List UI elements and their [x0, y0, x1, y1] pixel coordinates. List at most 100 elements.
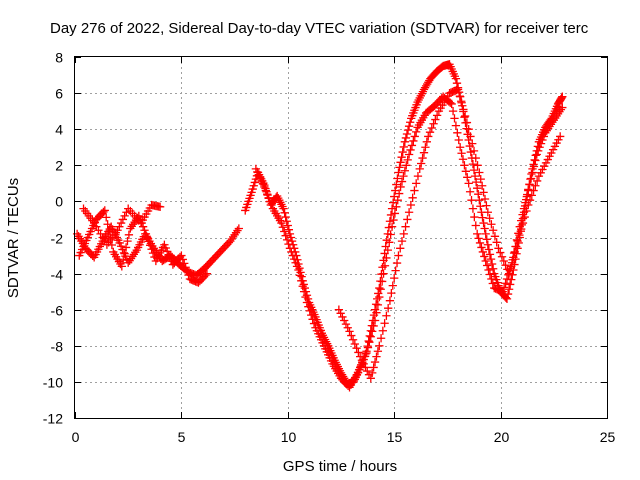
data-point: [123, 236, 132, 246]
data-point: [366, 332, 375, 341]
data-point: [534, 171, 544, 181]
data-point: [460, 113, 469, 122]
data-point: [481, 256, 490, 266]
data-point: [400, 166, 409, 175]
y-tick-labels: -12 -10 -8 -6 -4 -2 0 2 4 6 8: [43, 50, 63, 427]
data-point: [370, 357, 380, 367]
data-point: [507, 258, 517, 267]
x-tick-label: 15: [387, 429, 403, 445]
plot-frame: [74, 56, 608, 419]
data-point: [257, 176, 266, 186]
data-point: [245, 194, 254, 203]
data-point: [471, 177, 481, 187]
x-tick-labels: 0 5 10 15 20 25: [72, 429, 616, 445]
data-point: [547, 148, 556, 158]
data-point: [278, 223, 287, 232]
data-point: [522, 192, 531, 201]
data-point: [535, 143, 544, 152]
data-point: [99, 207, 108, 217]
data-point: [120, 211, 129, 220]
data-point: [82, 236, 91, 245]
data-point: [455, 91, 464, 101]
data-point: [295, 271, 305, 280]
data-point: [304, 302, 313, 311]
data-point: [487, 274, 496, 284]
data-point: [550, 142, 560, 151]
data-point: [290, 255, 299, 264]
data-point: [243, 200, 252, 209]
data-point: [532, 176, 542, 186]
data-point: [483, 240, 492, 249]
data-marks: [72, 60, 567, 392]
data-point: [503, 265, 512, 274]
data-point: [396, 158, 405, 167]
data-point: [86, 227, 95, 236]
data-point: [370, 305, 380, 314]
data-point: [365, 338, 374, 347]
data-point: [475, 196, 484, 205]
data-point: [161, 243, 170, 253]
y-tick-label: -6: [51, 303, 64, 319]
data-point: [103, 220, 112, 229]
data-point: [536, 168, 545, 177]
data-point: [389, 215, 398, 225]
data-point: [309, 319, 319, 328]
data-point: [532, 150, 541, 159]
data-point: [242, 203, 251, 212]
data-point: [264, 193, 273, 202]
data-point: [102, 213, 111, 222]
series-track-3: [79, 200, 165, 249]
data-point: [251, 164, 261, 174]
data-point: [394, 251, 403, 260]
data-point: [253, 167, 262, 177]
data-point: [287, 247, 296, 257]
data-point: [378, 326, 388, 335]
data-point: [481, 229, 490, 239]
data-point: [375, 341, 384, 350]
data-point: [387, 222, 397, 231]
data-point: [520, 212, 529, 222]
data-point: [518, 218, 528, 228]
data-point: [501, 279, 510, 288]
data-point: [432, 111, 442, 120]
data-point: [399, 171, 408, 181]
data-point: [469, 146, 479, 156]
y-tick-label: 4: [55, 122, 63, 138]
data-point: [528, 168, 537, 177]
data-point: [512, 235, 522, 245]
data-point: [165, 253, 175, 263]
data-point: [352, 344, 361, 353]
data-point: [397, 236, 407, 246]
data-point: [538, 165, 547, 174]
data-point: [475, 238, 485, 248]
data-point: [116, 242, 126, 251]
data-point: [363, 343, 373, 352]
data-point: [372, 352, 381, 361]
data-point: [470, 212, 479, 222]
data-point: [461, 167, 470, 176]
data-point: [515, 230, 524, 240]
data-point: [395, 163, 404, 172]
data-point: [121, 243, 131, 252]
data-point: [182, 267, 192, 276]
data-point: [373, 347, 383, 356]
data-point: [388, 198, 398, 207]
data-point: [460, 161, 469, 170]
y-tick-label: -10: [43, 375, 63, 391]
data-point: [524, 200, 533, 210]
data-point: [368, 327, 377, 336]
data-point: [480, 194, 490, 204]
data-point: [148, 248, 158, 258]
data-point: [540, 162, 549, 171]
data-point: [336, 309, 345, 318]
data-point: [406, 145, 415, 155]
data-point: [85, 230, 94, 239]
data-point: [372, 308, 381, 317]
data-point: [529, 186, 538, 195]
data-point: [431, 115, 440, 124]
data-point: [536, 139, 546, 148]
data-point: [525, 196, 535, 205]
data-point: [100, 206, 109, 215]
data-point: [484, 265, 493, 275]
data-point: [543, 155, 552, 164]
